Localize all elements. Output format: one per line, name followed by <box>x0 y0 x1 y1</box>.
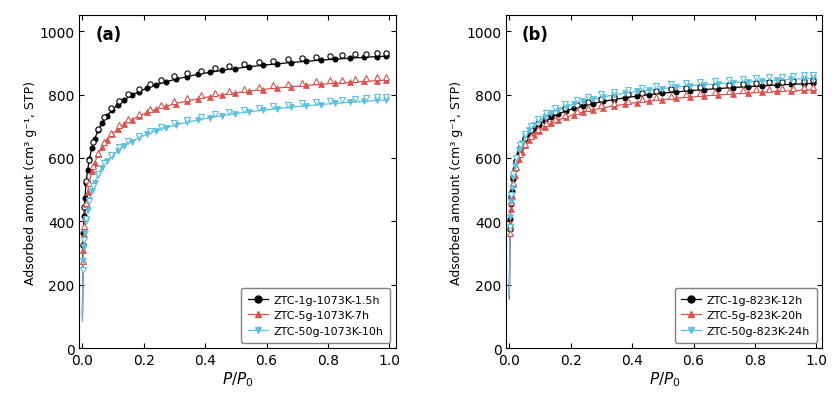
Legend: ZTC-1g-823K-12h, ZTC-5g-823K-20h, ZTC-50g-823K-24h: ZTC-1g-823K-12h, ZTC-5g-823K-20h, ZTC-50… <box>675 288 817 343</box>
Y-axis label: Adsorbed amount (cm³ g⁻¹, STP): Adsorbed amount (cm³ g⁻¹, STP) <box>450 81 463 284</box>
X-axis label: $P/P_0$: $P/P_0$ <box>221 370 253 388</box>
Y-axis label: Adsorbed amount (cm³ g⁻¹, STP): Adsorbed amount (cm³ g⁻¹, STP) <box>23 81 37 284</box>
Text: (b): (b) <box>522 26 549 44</box>
Legend: ZTC-1g-1073K-1.5h, ZTC-5g-1073K-7h, ZTC-50g-1073K-10h: ZTC-1g-1073K-1.5h, ZTC-5g-1073K-7h, ZTC-… <box>241 288 390 343</box>
Text: (a): (a) <box>95 26 121 44</box>
X-axis label: $P/P_0$: $P/P_0$ <box>649 370 681 388</box>
